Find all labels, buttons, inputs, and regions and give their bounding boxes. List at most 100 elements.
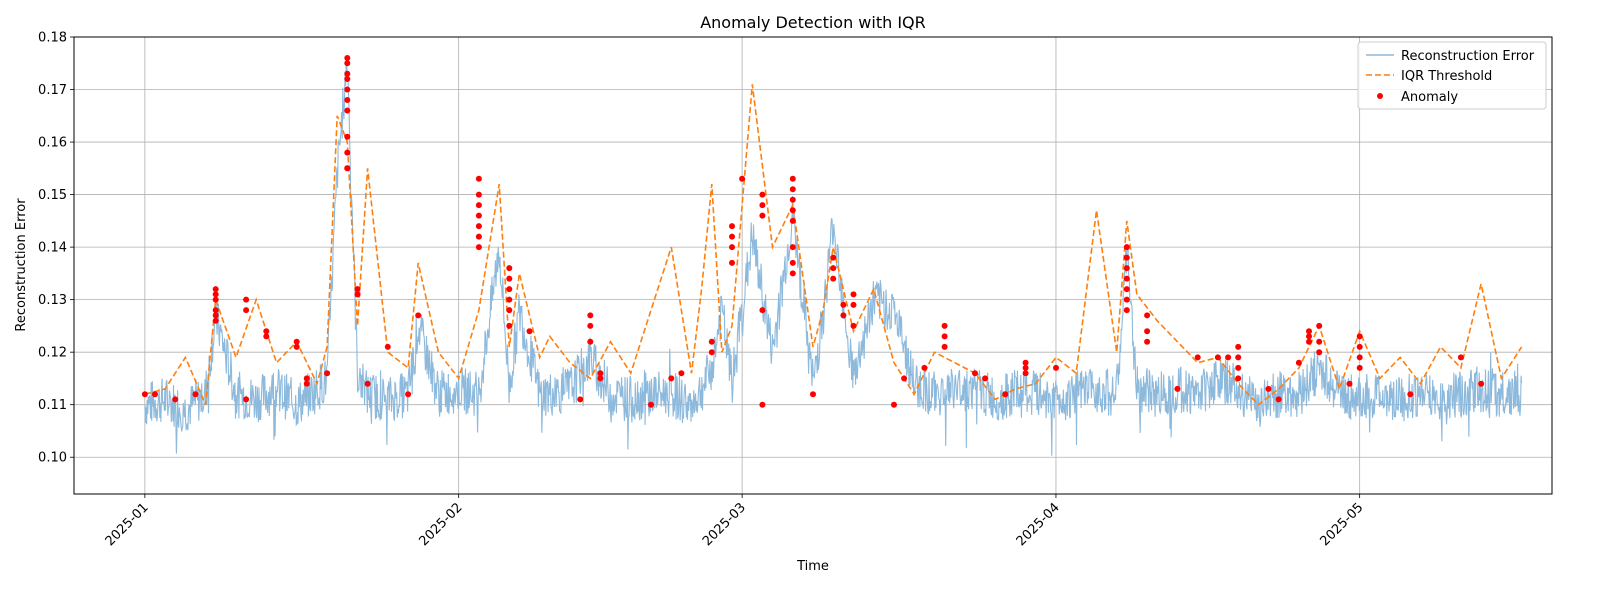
anomaly-point [475, 202, 482, 209]
anomaly-point [1022, 370, 1029, 377]
anomaly-point [1123, 254, 1130, 261]
anomaly-point [759, 307, 766, 314]
anomaly-point [344, 97, 351, 103]
anomaly-point [891, 401, 897, 408]
anomaly-point [344, 107, 351, 114]
anomaly-point [344, 76, 351, 82]
anomaly-point [212, 307, 219, 314]
anomaly-point [597, 370, 604, 377]
anomaly-point [587, 322, 594, 329]
anomaly-point [293, 343, 300, 350]
anomaly-point [668, 375, 675, 382]
anomaly-point [354, 286, 361, 293]
anomaly-point [1123, 296, 1130, 303]
anomaly-point [1356, 333, 1363, 340]
anomaly-point [901, 375, 908, 382]
plot-frame [73, 36, 1553, 495]
anomaly-point [475, 212, 482, 219]
anomaly-point [1346, 380, 1353, 387]
anomaly-point [1174, 385, 1181, 392]
anomaly-point [941, 333, 948, 340]
anomaly-point [830, 254, 837, 261]
anomaly-point [941, 322, 948, 329]
anomaly-point [1053, 364, 1059, 371]
anomaly-point [789, 196, 796, 203]
anomaly-point [324, 370, 331, 377]
anomaly-point [789, 207, 796, 214]
anomaly-point [789, 244, 796, 251]
anomaly-point [475, 175, 482, 182]
anomaly-point [293, 338, 300, 345]
anomaly-point [850, 291, 857, 298]
anomaly-point [830, 265, 837, 272]
anomaly-point [850, 301, 857, 308]
anomaly-point [212, 296, 219, 303]
anomaly-point [789, 270, 796, 277]
anomaly-point [1194, 354, 1201, 361]
anomaly-point [1123, 286, 1130, 293]
anomaly-point [506, 322, 513, 329]
anomaly-point [1002, 391, 1009, 398]
anomaly-point [506, 265, 513, 272]
anomaly-point [303, 380, 310, 387]
anomaly-point [1214, 354, 1221, 361]
anomaly-point [1316, 322, 1323, 329]
anomaly-point [587, 338, 594, 345]
anomaly-point [364, 380, 371, 387]
anomaly-point [1144, 312, 1151, 319]
anomaly-point [1144, 338, 1151, 345]
anomaly-point [708, 338, 715, 345]
anomaly-point [243, 296, 250, 303]
anomaly-point [1235, 354, 1242, 361]
anomaly-point [344, 133, 351, 140]
anomaly-point [384, 343, 391, 350]
anomaly-point [840, 301, 847, 308]
anomaly-point [577, 396, 584, 403]
anomaly-point [475, 244, 482, 251]
anomaly-point [415, 312, 422, 319]
anomaly-point [597, 375, 604, 382]
anomaly-point [1235, 364, 1242, 371]
anomaly-point [1316, 338, 1323, 345]
anomaly-point [729, 244, 735, 251]
anomaly-point [1235, 343, 1242, 350]
anomaly-point [1407, 391, 1414, 398]
anomaly-point [1356, 354, 1363, 361]
anomaly-point [344, 60, 351, 67]
anomaly-point [789, 217, 796, 224]
reconstruction-error-series [144, 63, 1523, 456]
anomaly-point [810, 391, 816, 398]
y-tick-label: 0.10 [38, 451, 67, 466]
anomaly-point [921, 364, 928, 371]
x-axis-label: Time [796, 559, 829, 574]
anomaly-point [344, 55, 351, 61]
anomaly-point [475, 233, 482, 240]
anomaly-point [729, 233, 735, 240]
y-tick-label: 0.13 [38, 293, 67, 308]
anomaly-point [1225, 354, 1232, 361]
anomaly-point [243, 396, 250, 403]
anomaly-point [789, 175, 796, 182]
anomaly-point [1022, 364, 1029, 371]
anomaly-point [982, 375, 989, 382]
anomaly-point [1022, 359, 1029, 366]
anomaly-point [344, 165, 351, 172]
legend-label-anomaly: Anomaly [1401, 90, 1458, 105]
anomaly-point [475, 191, 482, 198]
anomaly-point [1356, 343, 1363, 350]
y-axis-label: Reconstruction Error [14, 198, 29, 332]
y-tick-label: 0.14 [38, 241, 67, 256]
anomaly-point [648, 401, 654, 408]
anomaly-point [759, 191, 766, 198]
y-tick-label: 0.12 [38, 346, 67, 361]
anomaly-point [708, 349, 715, 356]
anomaly-point [303, 375, 310, 382]
anomaly-point [526, 328, 533, 335]
anomaly-point [1144, 328, 1151, 335]
reconstruction-error-line [144, 63, 1523, 456]
anomaly-point [506, 307, 513, 314]
anomaly-point [212, 286, 219, 293]
anomaly-point [1295, 359, 1302, 366]
anomaly-point [759, 212, 766, 219]
